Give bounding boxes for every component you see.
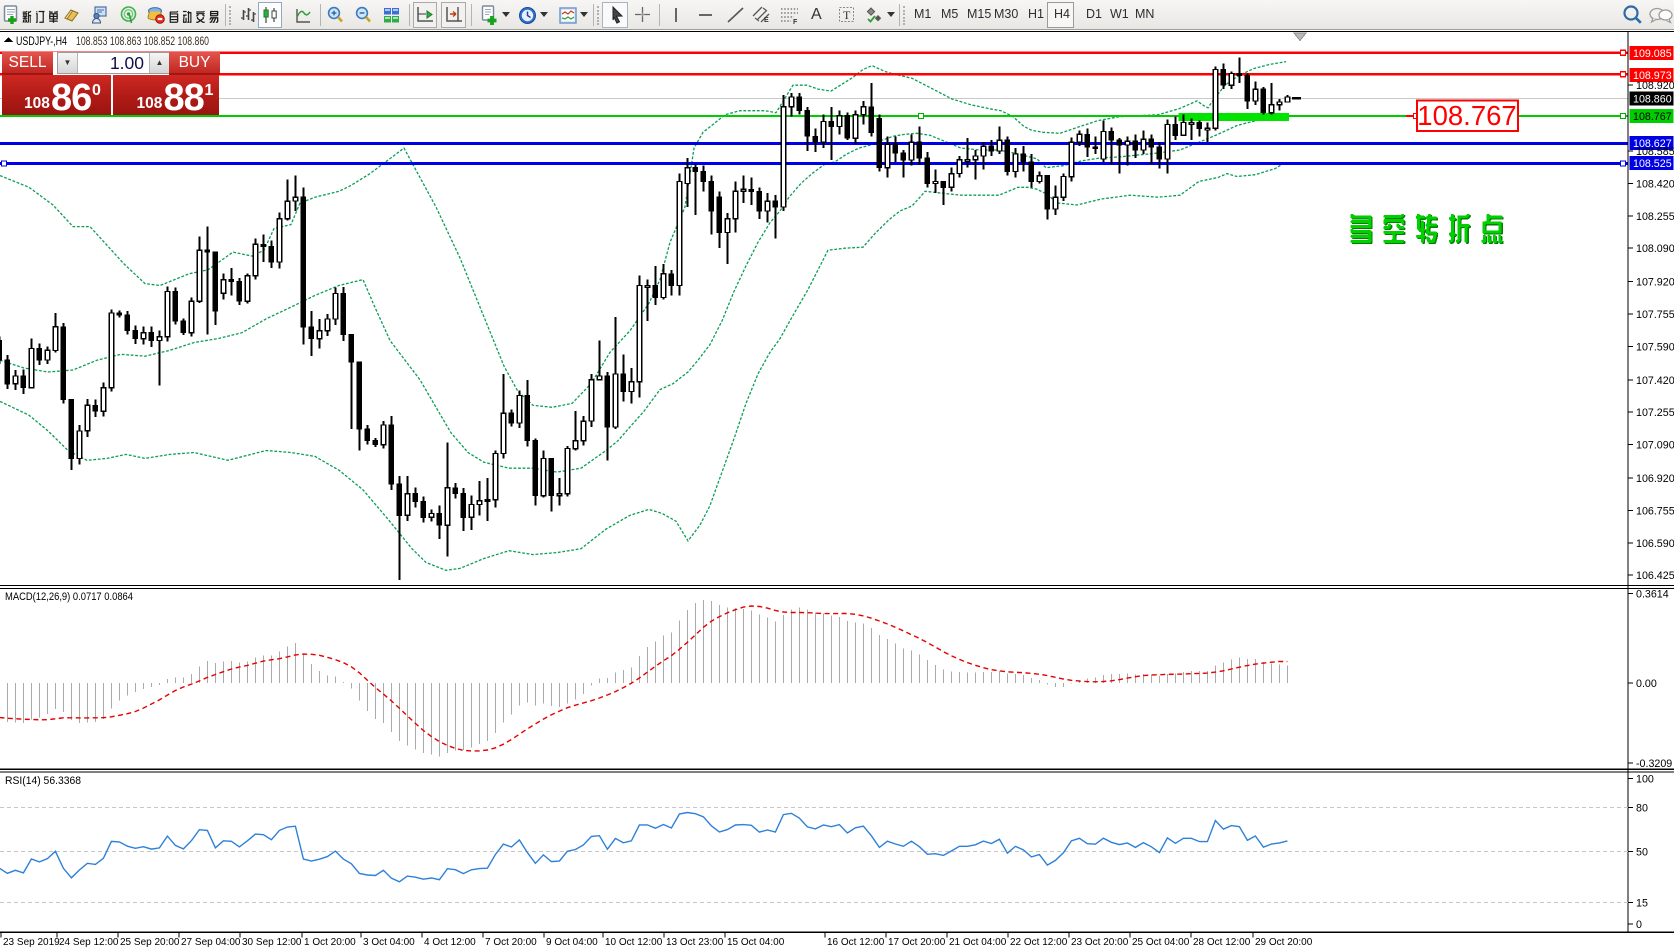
svg-text:21 Oct 04:00: 21 Oct 04:00 (949, 937, 1007, 948)
svg-text:23 Sep 2019: 23 Sep 2019 (3, 937, 60, 948)
svg-text:25 Oct 04:00: 25 Oct 04:00 (1132, 937, 1190, 948)
svg-text:16 Oct 12:00: 16 Oct 12:00 (827, 937, 885, 948)
svg-text:15: 15 (1636, 897, 1648, 909)
svg-text:50: 50 (1636, 846, 1648, 858)
svg-text:RSI(14) 56.3368: RSI(14) 56.3368 (5, 775, 81, 787)
svg-text:13 Oct 23:00: 13 Oct 23:00 (666, 937, 724, 948)
svg-text:10 Oct 12:00: 10 Oct 12:00 (605, 937, 663, 948)
svg-text:F: F (793, 19, 798, 24)
svg-text:15 Oct 04:00: 15 Oct 04:00 (727, 937, 785, 948)
svg-text:22 Oct 12:00: 22 Oct 12:00 (1010, 937, 1068, 948)
svg-text:27 Sep 04:00: 27 Sep 04:00 (181, 937, 241, 948)
svg-text:-0.3209: -0.3209 (1636, 758, 1672, 770)
svg-text:108.420: 108.420 (1636, 178, 1674, 190)
svg-text:108.767: 108.767 (1633, 111, 1672, 123)
svg-text:108.973: 108.973 (1633, 70, 1672, 82)
svg-text:108.767: 108.767 (1417, 100, 1516, 131)
svg-text:108.860: 108.860 (1633, 93, 1672, 105)
svg-text:1 Oct 20:00: 1 Oct 20:00 (304, 937, 356, 948)
svg-text:106.590: 106.590 (1636, 538, 1674, 550)
svg-text:17 Oct 20:00: 17 Oct 20:00 (888, 937, 946, 948)
svg-text:25 Sep 20:00: 25 Sep 20:00 (120, 937, 180, 948)
svg-text:108.585: 108.585 (1636, 146, 1674, 158)
svg-text:MACD(12,26,9) 0.0717 0.0864: MACD(12,26,9) 0.0717 0.0864 (5, 591, 133, 603)
svg-text:T: T (843, 8, 851, 22)
svg-text:108.255: 108.255 (1636, 211, 1674, 223)
svg-text:24 Sep 12:00: 24 Sep 12:00 (59, 937, 119, 948)
svg-text:108.920: 108.920 (1636, 80, 1674, 92)
svg-text:3 Oct 04:00: 3 Oct 04:00 (363, 937, 415, 948)
svg-text:7 Oct 20:00: 7 Oct 20:00 (485, 937, 537, 948)
svg-text:30 Sep 12:00: 30 Sep 12:00 (242, 937, 302, 948)
svg-text:106.755: 106.755 (1636, 505, 1674, 517)
svg-text:107.590: 107.590 (1636, 341, 1674, 353)
svg-text:USDJPY-,H4: USDJPY-,H4 (16, 34, 67, 48)
svg-text:100: 100 (1636, 774, 1654, 786)
svg-text:0.3614: 0.3614 (1636, 589, 1669, 601)
svg-text:29 Oct 20:00: 29 Oct 20:00 (1255, 937, 1313, 948)
svg-text:107.420: 107.420 (1636, 375, 1674, 387)
svg-text:107.755: 107.755 (1636, 309, 1674, 321)
svg-text:107.090: 107.090 (1636, 440, 1674, 452)
svg-text:108.853 108.863 108.852 108.86: 108.853 108.863 108.852 108.860 (76, 34, 209, 48)
svg-text:108.627: 108.627 (1633, 138, 1672, 150)
svg-text:9 Oct 04:00: 9 Oct 04:00 (546, 937, 598, 948)
svg-text:0: 0 (1636, 919, 1642, 931)
svg-text:4 Oct 12:00: 4 Oct 12:00 (424, 937, 476, 948)
svg-text:106.425: 106.425 (1636, 570, 1674, 582)
svg-text:80: 80 (1636, 803, 1648, 815)
svg-text:107.920: 107.920 (1636, 277, 1674, 289)
svg-text:109.085: 109.085 (1633, 48, 1672, 60)
svg-text:108.090: 108.090 (1636, 243, 1674, 255)
svg-text:107.255: 107.255 (1636, 407, 1674, 419)
svg-text:28 Oct 12:00: 28 Oct 12:00 (1193, 937, 1251, 948)
svg-text:E: E (764, 17, 769, 23)
svg-text:108.525: 108.525 (1633, 158, 1672, 170)
svg-text:0.00: 0.00 (1636, 678, 1657, 690)
svg-text:106.920: 106.920 (1636, 473, 1674, 485)
svg-text:23 Oct 20:00: 23 Oct 20:00 (1071, 937, 1129, 948)
